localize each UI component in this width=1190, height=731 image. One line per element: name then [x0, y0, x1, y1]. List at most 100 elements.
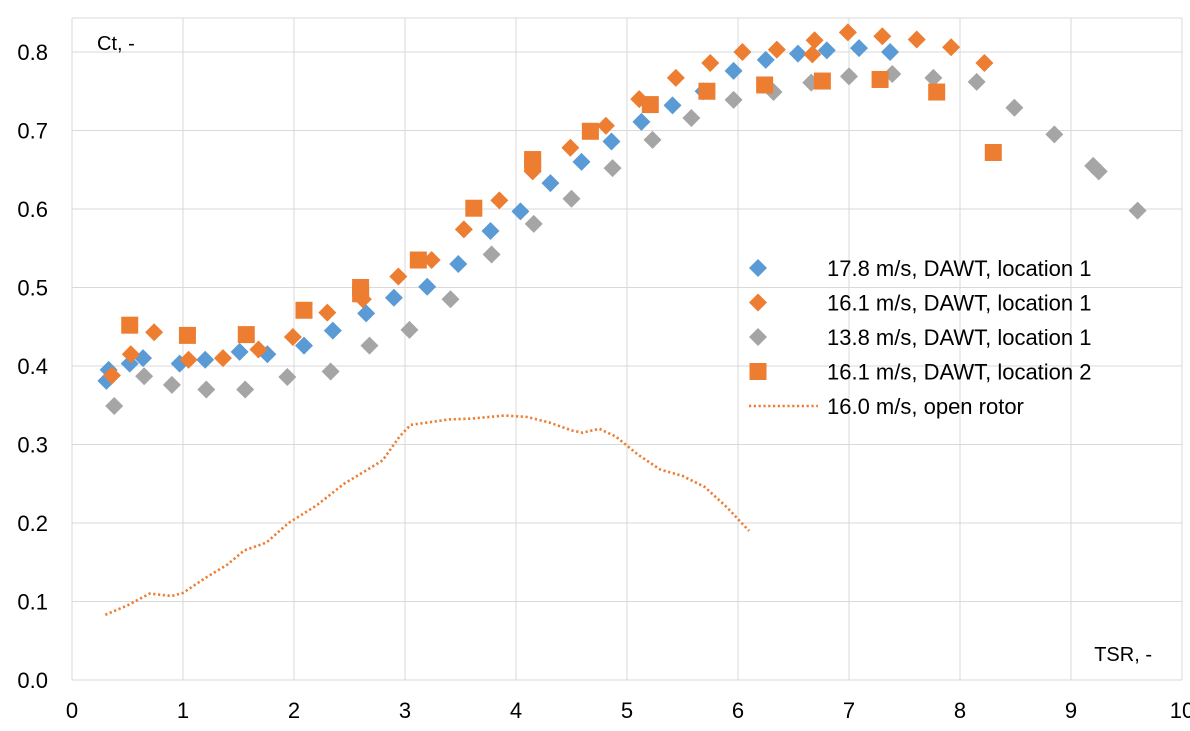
data-point — [805, 31, 824, 50]
data-point — [249, 340, 268, 359]
data-point — [105, 397, 124, 416]
data-point — [698, 82, 716, 100]
data-point — [178, 326, 196, 344]
data-point — [422, 251, 441, 270]
data-point — [756, 50, 775, 69]
series-5 — [104, 414, 751, 616]
legend-swatch — [749, 259, 767, 277]
legend-item: 16.0 m/s, open rotor — [749, 394, 1024, 419]
legend-item: 16.1 m/s, DAWT, location 2 — [749, 360, 1092, 385]
data-point — [524, 214, 543, 233]
data-point — [145, 323, 164, 342]
data-point — [924, 68, 943, 87]
data-point — [928, 83, 946, 101]
data-point — [849, 39, 868, 58]
data-point — [481, 221, 500, 240]
data-point — [803, 45, 822, 64]
data-point — [237, 326, 255, 344]
data-point — [562, 189, 581, 208]
data-point — [230, 342, 249, 361]
data-point — [418, 277, 437, 296]
data-point — [767, 40, 786, 59]
data-point — [967, 72, 986, 91]
data-point — [179, 350, 198, 369]
data-point — [323, 321, 342, 340]
data-point — [490, 191, 509, 210]
x-tick-label: 4 — [510, 698, 522, 723]
data-point — [596, 116, 615, 135]
x-tick-label: 7 — [843, 698, 855, 723]
data-point — [121, 316, 139, 334]
data-point — [389, 267, 408, 286]
data-point — [121, 345, 140, 364]
legend-label: 16.1 m/s, DAWT, location 2 — [827, 360, 1092, 385]
x-tick-label: 3 — [399, 698, 411, 723]
x-tick-label: 6 — [732, 698, 744, 723]
data-point — [196, 350, 215, 369]
data-point — [283, 327, 302, 346]
data-point — [907, 30, 926, 49]
data-point — [409, 251, 427, 269]
x-axis-label: TSR, - — [1094, 644, 1152, 666]
data-point — [666, 68, 685, 87]
legend-swatch — [749, 293, 767, 312]
data-point — [682, 108, 701, 127]
data-point — [441, 290, 460, 309]
series-3 — [105, 64, 1147, 416]
legend: 17.8 m/s, DAWT, location 1 16.1 m/s, DAWT… — [749, 256, 1092, 419]
data-point — [756, 76, 774, 94]
legend-item: 17.8 m/s, DAWT, location 1 — [749, 256, 1092, 281]
data-point — [838, 23, 857, 42]
x-tick-label: 10 — [1170, 698, 1190, 723]
y-tick-label: 0.7 — [17, 119, 48, 144]
data-point — [724, 90, 743, 109]
data-point — [400, 320, 419, 339]
data-point — [788, 44, 807, 63]
data-point — [975, 53, 994, 72]
data-point — [454, 220, 473, 239]
x-tick-label: 0 — [66, 698, 78, 723]
data-point — [873, 27, 892, 46]
legend-label: 16.0 m/s, open rotor — [827, 394, 1024, 419]
data-point — [942, 38, 961, 57]
y-tick-label: 0.1 — [17, 590, 48, 615]
x-tick-label: 9 — [1065, 698, 1077, 723]
data-point — [663, 96, 682, 115]
data-point — [881, 43, 900, 61]
data-point — [295, 301, 313, 319]
data-point — [840, 67, 858, 86]
data-point — [572, 152, 591, 171]
data-point — [561, 138, 580, 157]
grid — [71, 17, 1183, 681]
y-tick-label: 0.6 — [17, 197, 48, 222]
legend-item: 16.1 m/s, DAWT, location 1 — [749, 291, 1092, 316]
data-point — [524, 154, 542, 172]
data-point — [701, 53, 720, 72]
data-point — [602, 132, 621, 151]
data-point — [102, 366, 121, 385]
data-point — [581, 122, 599, 140]
legend-label: 16.1 m/s, DAWT, location 1 — [827, 291, 1092, 316]
data-point — [321, 362, 340, 381]
y-tick-label: 0.0 — [17, 668, 48, 693]
data-point — [733, 43, 752, 61]
x-tick-label: 2 — [288, 698, 300, 723]
data-point — [724, 61, 743, 80]
series-4 — [121, 70, 1002, 344]
data-point — [278, 367, 297, 386]
data-point — [541, 174, 560, 193]
data-point — [197, 380, 216, 399]
legend-label: 13.8 m/s, DAWT, location 1 — [827, 325, 1092, 350]
data-point — [294, 336, 313, 355]
data-point — [236, 380, 255, 399]
data-point — [1089, 162, 1108, 181]
data-point — [632, 112, 651, 131]
x-tick-label: 5 — [621, 698, 633, 723]
data-point — [213, 349, 232, 368]
legend-label: 17.8 m/s, DAWT, location 1 — [827, 256, 1092, 281]
data-point — [357, 304, 376, 323]
y-tick-label: 0.4 — [17, 354, 48, 379]
data-point — [1005, 98, 1024, 117]
x-tick-label: 1 — [177, 698, 189, 723]
